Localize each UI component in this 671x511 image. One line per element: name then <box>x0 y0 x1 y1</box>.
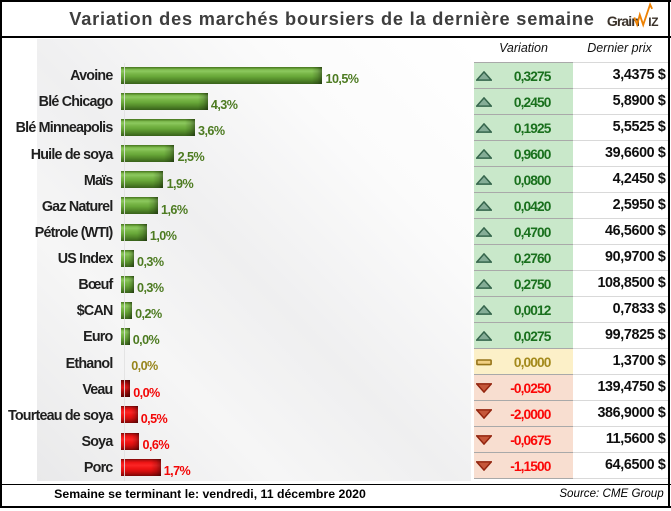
svg-text:IZ: IZ <box>648 15 658 29</box>
svg-text:Grain: Grain <box>607 13 639 29</box>
